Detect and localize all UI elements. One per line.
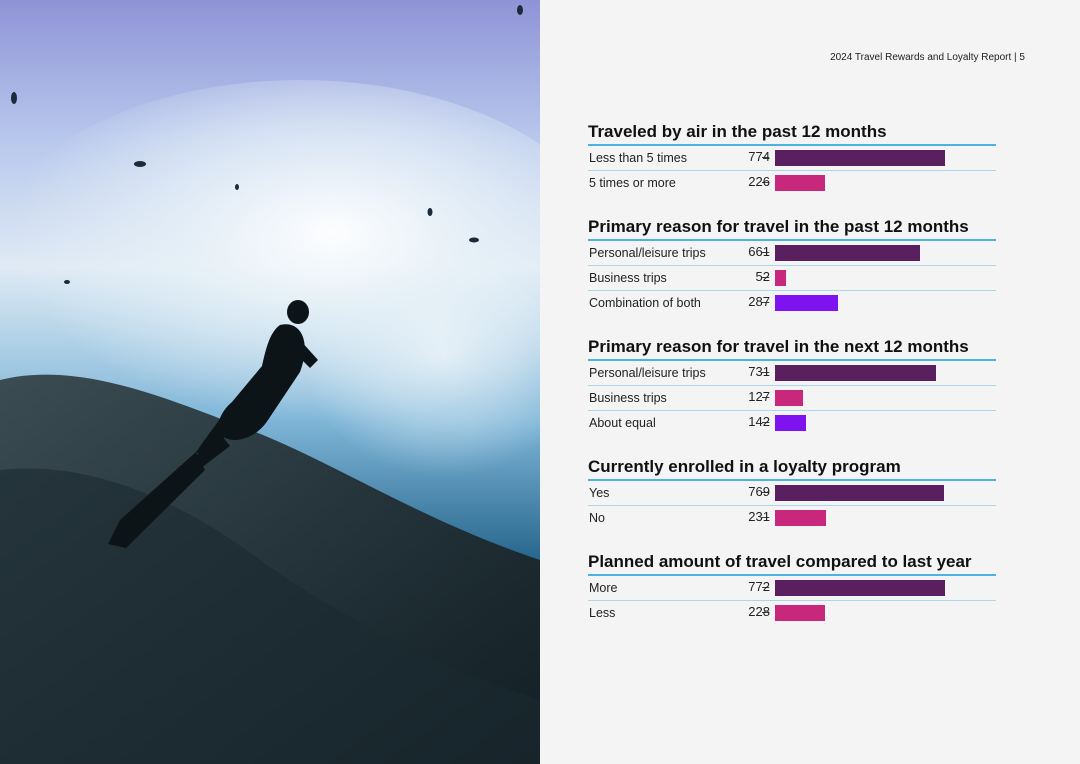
category-label: Business trips [589, 271, 667, 285]
data-label: 228 [748, 604, 770, 619]
diver-photo [0, 0, 540, 764]
chart-section: Currently enrolled in a loyalty program Y… [588, 457, 996, 530]
category-label: Personal/leisure trips [589, 246, 706, 260]
chart-title: Traveled by air in the past 12 months [588, 122, 996, 146]
bar-track [775, 270, 995, 286]
tick-mark: – [762, 389, 770, 404]
data-label: 231 [748, 509, 770, 524]
chart-row: More 772– [588, 576, 996, 601]
bar [775, 485, 944, 501]
tick-mark: – [762, 414, 770, 429]
data-label: 287 [748, 294, 770, 309]
data-label: 226 [748, 174, 770, 189]
tick-mark: – [762, 509, 770, 524]
chart-title: Currently enrolled in a loyalty program [588, 457, 996, 481]
tick-mark: – [762, 484, 770, 499]
tick-mark: – [762, 364, 770, 379]
category-label: 5 times or more [589, 176, 676, 190]
bar [775, 415, 806, 431]
chart-section: Primary reason for travel in the next 12… [588, 337, 996, 435]
chart-row: Business trips 127– [588, 386, 996, 411]
chart-row: Yes 769– [588, 481, 996, 506]
bar-track [775, 485, 995, 501]
tick-mark: – [762, 294, 770, 309]
chart-row: Less 228– [588, 601, 996, 625]
bar [775, 365, 936, 381]
data-label: 127 [748, 389, 770, 404]
tick-mark: – [762, 174, 770, 189]
survey-charts: Traveled by air in the past 12 months Les… [588, 122, 996, 647]
chart-title: Planned amount of travel compared to las… [588, 552, 996, 576]
bar [775, 175, 825, 191]
bar [775, 510, 826, 526]
category-label: Less [589, 606, 616, 620]
data-label: 661 [748, 244, 770, 259]
bar-track [775, 150, 995, 166]
chart-row: Personal/leisure trips 731– [588, 361, 996, 386]
data-label: 142 [748, 414, 770, 429]
category-label: Less than 5 times [589, 151, 687, 165]
bar-track [775, 390, 995, 406]
bar-track [775, 605, 995, 621]
tick-mark: – [762, 604, 770, 619]
bar-track [775, 580, 995, 596]
data-label: 731 [748, 364, 770, 379]
tick-mark: – [762, 269, 770, 284]
bar [775, 580, 945, 596]
chart-title: Primary reason for travel in the past 12… [588, 217, 996, 241]
bar [775, 605, 825, 621]
chart-row: Combination of both 287– [588, 291, 996, 315]
category-label: More [589, 581, 618, 595]
chart-title: Primary reason for travel in the next 12… [588, 337, 996, 361]
tick-mark: – [762, 149, 770, 164]
bar [775, 390, 803, 406]
bar [775, 150, 945, 166]
bar [775, 270, 786, 286]
bar-track [775, 175, 995, 191]
category-label: No [589, 511, 605, 525]
category-label: About equal [589, 416, 656, 430]
report-header: 2024 Travel Rewards and Loyalty Report |… [830, 52, 1025, 63]
data-label: 52 [755, 269, 770, 284]
category-label: Combination of both [589, 296, 701, 310]
chart-section: Primary reason for travel in the past 12… [588, 217, 996, 315]
chart-row: About equal 142– [588, 411, 996, 435]
chart-section: Planned amount of travel compared to las… [588, 552, 996, 625]
category-label: Yes [589, 486, 610, 500]
chart-row: Business trips 52– [588, 266, 996, 291]
data-label: 774 [748, 149, 770, 164]
bar-track [775, 295, 995, 311]
data-label: 772 [748, 579, 770, 594]
bar [775, 295, 838, 311]
bar-track [775, 415, 995, 431]
category-label: Personal/leisure trips [589, 366, 706, 380]
tick-mark: – [762, 579, 770, 594]
chart-section: Traveled by air in the past 12 months Les… [588, 122, 996, 195]
data-label: 769 [748, 484, 770, 499]
chart-row: No 231– [588, 506, 996, 530]
chart-row: Less than 5 times 774– [588, 146, 996, 171]
chart-row: Personal/leisure trips 661– [588, 241, 996, 266]
bar [775, 245, 920, 261]
chart-row: 5 times or more 226– [588, 171, 996, 195]
bar-track [775, 245, 995, 261]
bar-track [775, 510, 995, 526]
tick-mark: – [762, 244, 770, 259]
bar-track [775, 365, 995, 381]
category-label: Business trips [589, 391, 667, 405]
